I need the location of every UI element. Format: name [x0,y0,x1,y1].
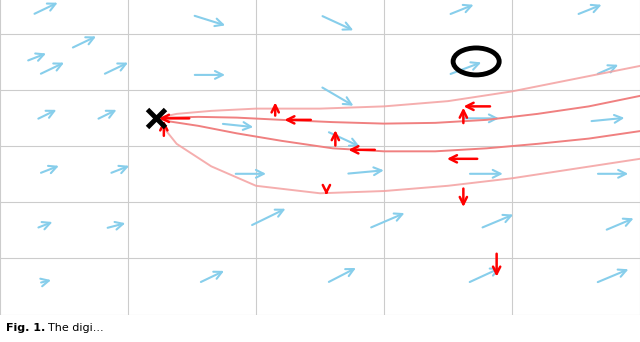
Text: The digi...: The digi... [48,323,104,333]
Text: Fig. 1.: Fig. 1. [6,323,45,333]
